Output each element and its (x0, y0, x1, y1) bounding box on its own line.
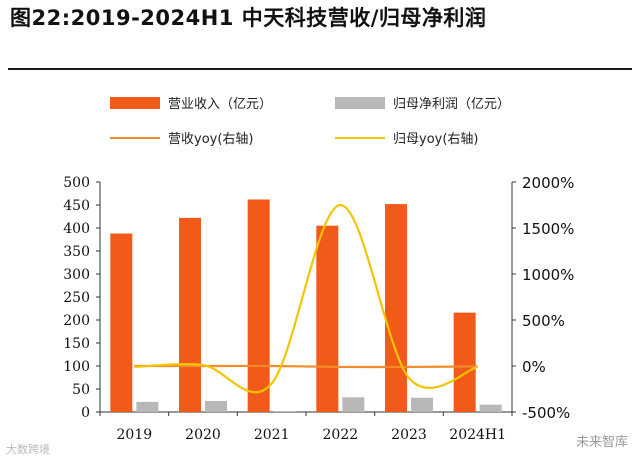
chart-title: 图22:2019-2024H1 中天科技营收/归母净利润 (10, 6, 487, 30)
y-left-tick-label: 200 (63, 313, 90, 329)
revenue-bar-2021 (247, 199, 270, 412)
revenue-bar-2023 (385, 204, 407, 412)
x-tick-label: 2024H1 (449, 427, 506, 443)
profit-bar-2020 (205, 400, 227, 412)
y-left-tick-label: 250 (63, 290, 90, 306)
revenue-bar-2019 (110, 233, 133, 412)
y-right-tick-label: 1500% (522, 220, 574, 238)
legend-label-2: 营收yoy(右轴) (168, 132, 253, 147)
y-left-tick-label: 400 (63, 221, 90, 237)
legend-label-0: 营业收入（亿元） (168, 97, 272, 112)
title-divider (8, 68, 632, 70)
y-left-tick-label: 100 (63, 359, 90, 375)
y-left-tick-label: 0 (81, 405, 90, 421)
y-right-tick-label: 0% (522, 358, 546, 376)
profit-bar-2019 (136, 401, 159, 412)
x-tick-label: 2020 (185, 427, 221, 443)
y-left-tick-label: 50 (72, 382, 90, 398)
legend-swatch-0 (110, 97, 160, 109)
legend-label-3: 归母yoy(右轴) (393, 132, 478, 147)
y-left-tick-label: 450 (63, 198, 90, 214)
y-left-tick-label: 300 (63, 267, 90, 283)
profit-yoy-line (134, 203, 479, 394)
x-tick-label: 2019 (117, 427, 153, 443)
y-left-tick-label: 150 (63, 336, 90, 352)
revenue-bar-2024H1 (453, 312, 476, 412)
profit-bar-2023 (411, 397, 433, 412)
y-right-tick-label: 1000% (522, 266, 574, 284)
y-right-tick-label: -500% (522, 404, 570, 422)
watermark-right: 未来智库 (575, 435, 628, 450)
y-right-tick-label: 2000% (522, 174, 574, 192)
profit-bar-2021 (273, 411, 296, 412)
watermark-left: 大数跨境 (6, 443, 50, 456)
profit-bar-2024H1 (479, 404, 502, 412)
y-right-tick-label: 500% (522, 312, 565, 330)
y-left-tick-label: 500 (63, 175, 90, 191)
legend-label-1: 归母净利润（亿元） (393, 97, 510, 112)
x-tick-label: 2023 (391, 427, 427, 443)
profit-bar-2022 (342, 397, 365, 412)
revenue-bar-2022 (316, 225, 339, 412)
y-left-tick-label: 350 (63, 244, 90, 260)
revenue-bar-2020 (179, 217, 201, 412)
x-tick-label: 2021 (254, 427, 290, 443)
legend-swatch-1 (335, 97, 385, 109)
x-tick-label: 2022 (323, 427, 359, 443)
revenue-yoy-line (134, 364, 478, 369)
